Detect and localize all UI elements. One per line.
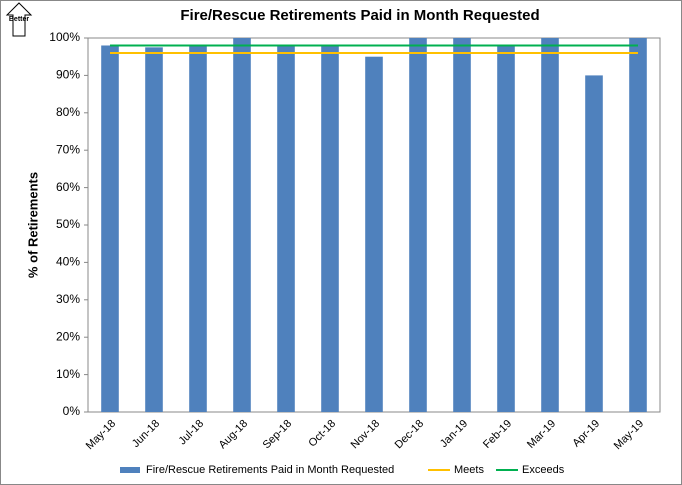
- y-tick-label: 50%: [56, 217, 80, 231]
- y-tick-label: 90%: [56, 68, 80, 82]
- annotation: Better: [9, 16, 30, 23]
- y-tick-label: 70%: [56, 142, 80, 156]
- chart-title: Fire/Rescue Retirements Paid in Month Re…: [180, 7, 539, 24]
- y-tick-label: 60%: [56, 180, 80, 194]
- bar: [233, 38, 251, 412]
- bar: [541, 38, 559, 412]
- y-tick-label: 0%: [63, 404, 81, 418]
- y-tick-label: 20%: [56, 329, 80, 343]
- y-axis-label: % of Retirements: [25, 172, 40, 278]
- bar: [321, 45, 339, 412]
- legend-swatch: [120, 467, 140, 473]
- y-tick-label: 30%: [56, 292, 80, 306]
- bar: [585, 75, 603, 413]
- bar: [453, 38, 471, 412]
- bar: [365, 56, 383, 412]
- bar: [277, 45, 295, 412]
- better-arrow: [5, 2, 33, 37]
- bar: [497, 45, 515, 412]
- legend-label: Exceeds: [522, 464, 565, 476]
- bar: [145, 47, 163, 412]
- bar: [409, 38, 427, 412]
- legend-label: Meets: [454, 464, 484, 476]
- y-tick-label: 10%: [56, 367, 80, 381]
- y-tick-label: 40%: [56, 255, 80, 269]
- legend-label: Fire/Rescue Retirements Paid in Month Re…: [146, 464, 394, 476]
- bar: [629, 38, 647, 412]
- y-tick-label: 100%: [49, 30, 80, 44]
- bar: [101, 45, 119, 412]
- bar: [189, 45, 207, 412]
- y-tick-label: 80%: [56, 105, 80, 119]
